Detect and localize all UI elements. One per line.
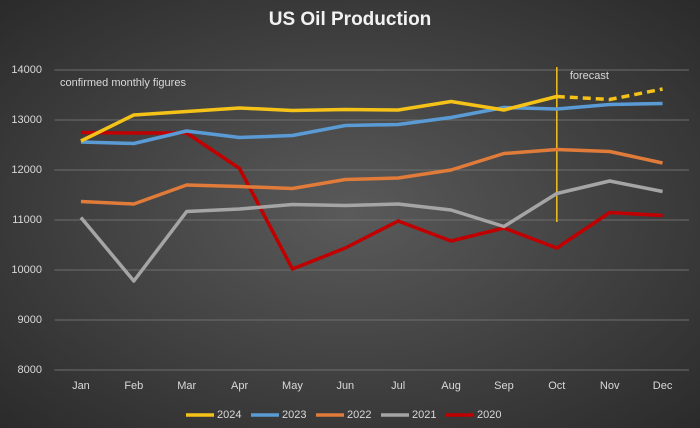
- y-tick-label: 10000: [11, 264, 42, 276]
- x-tick-label: Dec: [653, 380, 673, 392]
- x-tick-label: Mar: [177, 380, 196, 392]
- x-tick-label: Apr: [231, 380, 248, 392]
- x-tick-label: Aug: [441, 380, 461, 392]
- x-tick-label: May: [282, 380, 303, 392]
- series-line: [80, 147, 663, 206]
- x-tick-label: Jan: [72, 380, 90, 392]
- y-tick-label: 9000: [18, 314, 42, 326]
- legend-label: 2023: [282, 409, 306, 421]
- legend-label: 2022: [347, 409, 371, 421]
- legend-label: 2020: [477, 409, 501, 421]
- annotation: confirmed monthly figures: [60, 77, 186, 89]
- x-tick-label: Jul: [391, 380, 405, 392]
- annotation: forecast: [570, 70, 609, 82]
- y-tick-label: 12000: [11, 164, 42, 176]
- series-line: [80, 101, 663, 146]
- legend-label: 2021: [412, 409, 436, 421]
- series-line: [556, 87, 663, 102]
- chart-title: US Oil Production: [269, 9, 432, 30]
- series-line: [79, 179, 663, 283]
- x-tick-label: Sep: [494, 380, 514, 392]
- x-tick-label: Nov: [600, 380, 620, 392]
- y-tick-label: 8000: [18, 364, 42, 376]
- y-tick-label: 14000: [11, 64, 42, 76]
- y-tick-label: 11000: [12, 214, 42, 226]
- y-tick-label: 13000: [11, 114, 42, 126]
- x-tick-label: Oct: [548, 380, 565, 392]
- legend-label: 2024: [217, 409, 241, 421]
- series-line: [80, 94, 558, 143]
- x-tick-label: Feb: [124, 380, 143, 392]
- x-tick-label: Jun: [336, 380, 354, 392]
